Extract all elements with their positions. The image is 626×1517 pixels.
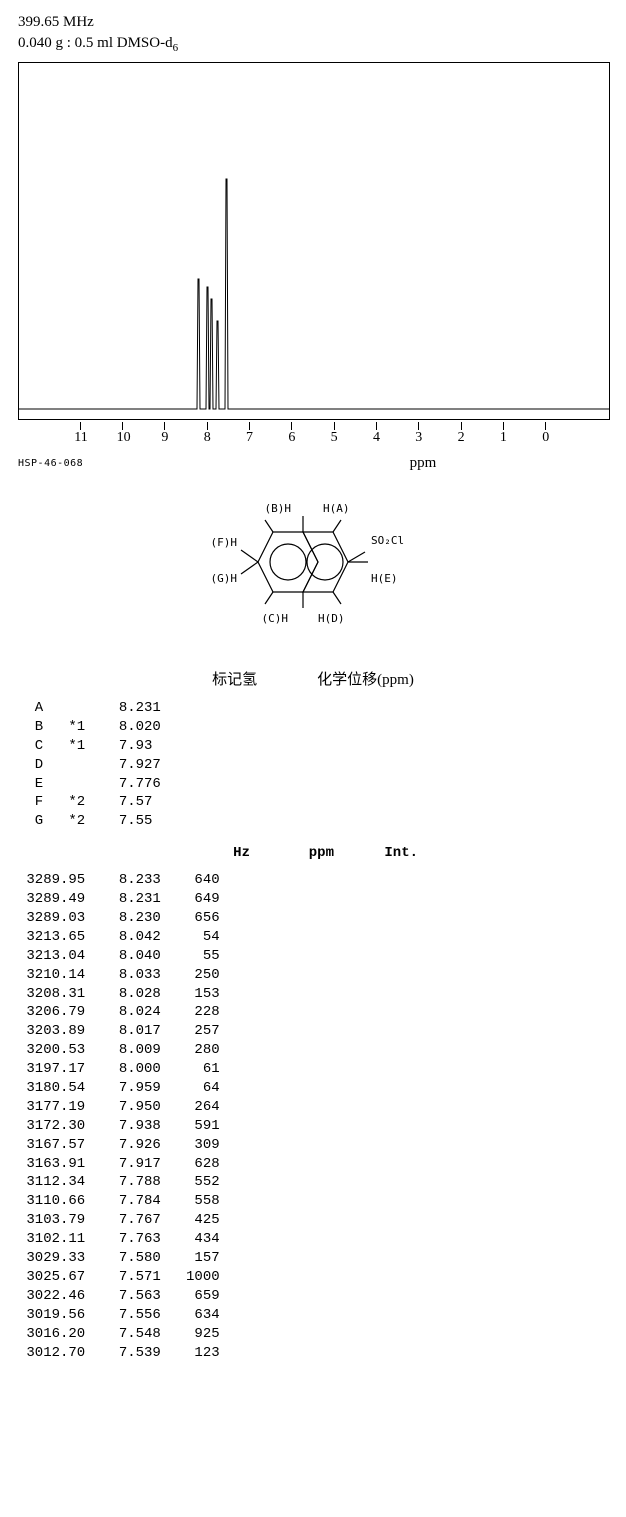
tick: 0 (540, 422, 552, 446)
structure-wrap: (B)H H(A) SO₂Cl H(E) H(D) (C)H (F)H (G)H (18, 482, 608, 662)
tick: 10 (117, 422, 129, 446)
peak-row: 3208.31 8.028 153 (18, 985, 608, 1004)
assign-row: A 8.231 (18, 699, 608, 718)
peak-row: 3289.49 8.231 649 (18, 890, 608, 909)
peak-row: 3203.89 8.017 257 (18, 1022, 608, 1041)
lbl-d: H(D) (318, 612, 345, 625)
tick: 5 (328, 422, 340, 446)
peak-row: 3167.57 7.926 309 (18, 1136, 608, 1155)
tick: 3 (413, 422, 425, 446)
assign-table: A 8.231 B *1 8.020 C *1 7.93 D 7.927 E 7… (18, 699, 608, 831)
sample-text: 0.040 g : 0.5 ml DMSO-d (18, 35, 173, 51)
assign-header: 标记氢 化学位移(ppm) (18, 668, 608, 689)
peak-row: 3172.30 7.938 591 (18, 1117, 608, 1136)
peak-row: 3210.14 8.033 250 (18, 966, 608, 985)
peak-row: 3012.70 7.539 123 (18, 1344, 608, 1363)
freq-line: 399.65 MHz (18, 14, 608, 31)
tick: 6 (286, 422, 298, 446)
assign-row: C *1 7.93 (18, 737, 608, 756)
peak-row: 3029.33 7.580 157 (18, 1249, 608, 1268)
assign-row: B *1 8.020 (18, 718, 608, 737)
tick: 8 (201, 422, 213, 446)
peak-row: 3112.34 7.788 552 (18, 1173, 608, 1192)
lbl-f: (F)H (211, 536, 238, 549)
lbl-c: (C)H (262, 612, 289, 625)
peak-row: 3200.53 8.009 280 (18, 1041, 608, 1060)
peak-table: 3289.95 8.233 640 3289.49 8.231 649 3289… (18, 871, 608, 1362)
tick: 11 (74, 422, 86, 446)
assign-row: G *2 7.55 (18, 812, 608, 831)
assign-row: D 7.927 (18, 756, 608, 775)
peak-header: Hz ppm Int. (18, 845, 608, 861)
peak-row: 3163.91 7.917 628 (18, 1155, 608, 1174)
sample-line: 0.040 g : 0.5 ml DMSO-d6 (18, 35, 608, 54)
peak-row: 3177.19 7.950 264 (18, 1098, 608, 1117)
structure-svg: (B)H H(A) SO₂Cl H(E) H(D) (C)H (F)H (G)H (193, 482, 433, 662)
peak-row: 3016.20 7.548 925 (18, 1325, 608, 1344)
peak-row: 3180.54 7.959 64 (18, 1079, 608, 1098)
sub6: 6 (173, 42, 179, 54)
spectrum-svg (19, 63, 609, 419)
assign-col2: 化学位移(ppm) (317, 668, 414, 689)
tick: 7 (244, 422, 256, 446)
peak-row: 3289.03 8.230 656 (18, 909, 608, 928)
assign-col1: 标记氢 (212, 668, 257, 689)
peak-row: 3213.65 8.042 54 (18, 928, 608, 947)
spectrum-box (18, 62, 610, 420)
peak-row: 3206.79 8.024 228 (18, 1003, 608, 1022)
peak-row: 3103.79 7.767 425 (18, 1211, 608, 1230)
assign-row: F *2 7.57 (18, 793, 608, 812)
peak-row: 3197.17 8.000 61 (18, 1060, 608, 1079)
peak-row: 3102.11 7.763 434 (18, 1230, 608, 1249)
lbl-b: (B)H (265, 502, 292, 515)
tick: 4 (370, 422, 382, 446)
lbl-g: (G)H (211, 572, 238, 585)
peak-row: 3110.66 7.784 558 (18, 1192, 608, 1211)
peak-row: 3022.46 7.563 659 (18, 1287, 608, 1306)
tick: 2 (455, 422, 467, 446)
peak-row: 3289.95 8.233 640 (18, 871, 608, 890)
tick: 1 (497, 422, 509, 446)
axis-row: 11109876543210 (18, 422, 608, 452)
ppm-label: ppm (238, 455, 608, 472)
assign-row: E 7.776 (18, 775, 608, 794)
lbl-so2cl: SO₂Cl (371, 534, 404, 547)
peak-row: 3019.56 7.556 634 (18, 1306, 608, 1325)
peak-row: 3213.04 8.040 55 (18, 947, 608, 966)
tick: 9 (159, 422, 171, 446)
lbl-e: H(E) (371, 572, 398, 585)
lbl-a: H(A) (323, 502, 350, 515)
peak-row: 3025.67 7.571 1000 (18, 1268, 608, 1287)
